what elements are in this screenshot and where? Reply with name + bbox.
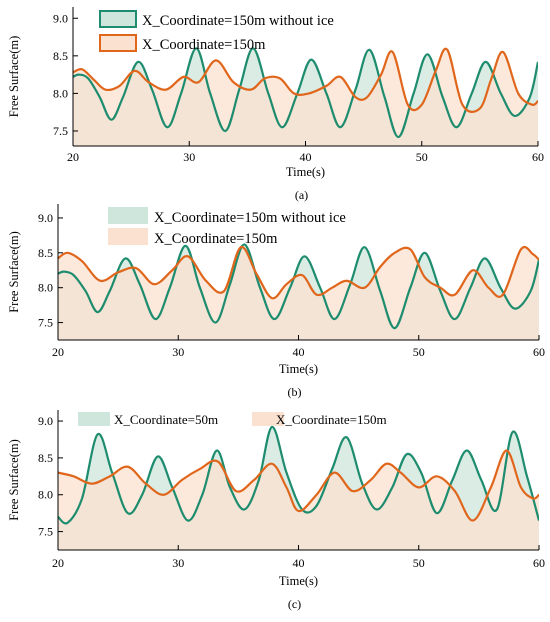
y-tick-label: 9.0 — [53, 11, 68, 25]
y-tick-label: 9.0 — [38, 211, 53, 225]
y-tick-label: 9.0 — [38, 414, 53, 428]
series-area-2 — [58, 246, 539, 340]
x-axis-title: Time(s) — [286, 165, 325, 179]
series-line-1 — [58, 425, 539, 525]
legend-swatch-1 — [99, 10, 137, 28]
y-tick-label: 7.5 — [53, 124, 68, 138]
series-line-2 — [58, 245, 539, 300]
series-line-2 — [58, 449, 539, 522]
plot-area — [58, 243, 539, 340]
x-tick-label: 40 — [300, 150, 312, 164]
legend-label-2: X_Coordinate=150m — [154, 231, 278, 247]
y-tick-label: 8.5 — [53, 49, 68, 63]
x-tick-label: 50 — [413, 556, 425, 570]
legend-swatch-2 — [99, 34, 137, 52]
chart-panel-1: 20 30 40 50 60 7.5 8.0 8.5 9.0 Time(s) Free Surfac… — [7, 7, 544, 202]
x-tick-label: 20 — [67, 150, 79, 164]
y-tick-label: 8.0 — [38, 281, 53, 295]
x-tick-label: 40 — [293, 556, 305, 570]
legend-label-1: X_Coordinate=150m without ice — [142, 13, 334, 29]
chart-panel-3: 20 30 40 50 60 7.5 8.0 8.5 9.0 Time(s) Free Surfac… — [7, 410, 545, 611]
series-line-1 — [58, 243, 539, 330]
series-line-2 — [73, 47, 538, 113]
x-tick-label: 30 — [183, 150, 195, 164]
legend: X_Coordinate=150m without ice X_Coordinat… — [99, 10, 334, 53]
x-tick-label: 60 — [533, 345, 545, 359]
legend-label-2: X_Coordinate=150m — [142, 37, 266, 53]
x-tick-label: 40 — [293, 345, 305, 359]
legend-label-1: X_Coordinate=150m without ice — [154, 210, 346, 226]
series-area-2 — [58, 450, 539, 550]
x-tick-label: 50 — [416, 150, 428, 164]
legend-label-1: X_Coordinate=50m — [114, 412, 218, 427]
y-tick-label: 7.5 — [38, 316, 53, 330]
y-tick-label: 8.0 — [53, 86, 68, 100]
legend: X_Coordinate=150m without ice X_Coordinat… — [108, 207, 346, 247]
x-axis-title: Time(s) — [279, 362, 318, 376]
y-tick-label: 8.5 — [38, 246, 53, 260]
legend-swatch-2 — [108, 228, 148, 245]
panel-label: (b) — [288, 385, 302, 399]
series-area-2 — [73, 48, 538, 146]
x-tick-label: 60 — [533, 556, 545, 570]
y-tick-label: 7.5 — [38, 525, 53, 539]
legend-label-2: X_Coordinate=150m — [276, 412, 387, 427]
y-axis-title: Free Surface(m) — [7, 231, 21, 313]
x-tick-label: 50 — [413, 345, 425, 359]
legend-swatch-2 — [252, 412, 284, 426]
y-axis-title: Free Surface(m) — [7, 439, 21, 521]
y-tick-label: 8.0 — [38, 488, 53, 502]
legend-swatch-1 — [78, 412, 110, 426]
legend: X_Coordinate=50m X_Coordinate=150m — [78, 412, 387, 427]
x-tick-label: 30 — [172, 556, 184, 570]
chart-panel-2: 20 30 40 50 60 7.5 8.0 8.5 9.0 Time(s) Free Surfac… — [7, 204, 545, 399]
y-axis-title: Free Surface(m) — [7, 36, 21, 118]
legend-swatch-1 — [108, 207, 148, 224]
x-tick-label: 20 — [52, 345, 64, 359]
plot-area — [73, 47, 538, 146]
x-tick-label: 60 — [532, 150, 544, 164]
x-tick-label: 20 — [52, 556, 64, 570]
x-axis-title: Time(s) — [279, 574, 318, 588]
y-tick-label: 8.5 — [38, 451, 53, 465]
panel-label: (c) — [288, 597, 301, 611]
plot-area — [58, 425, 539, 550]
x-tick-label: 30 — [172, 345, 184, 359]
panel-label: (a) — [295, 188, 308, 202]
